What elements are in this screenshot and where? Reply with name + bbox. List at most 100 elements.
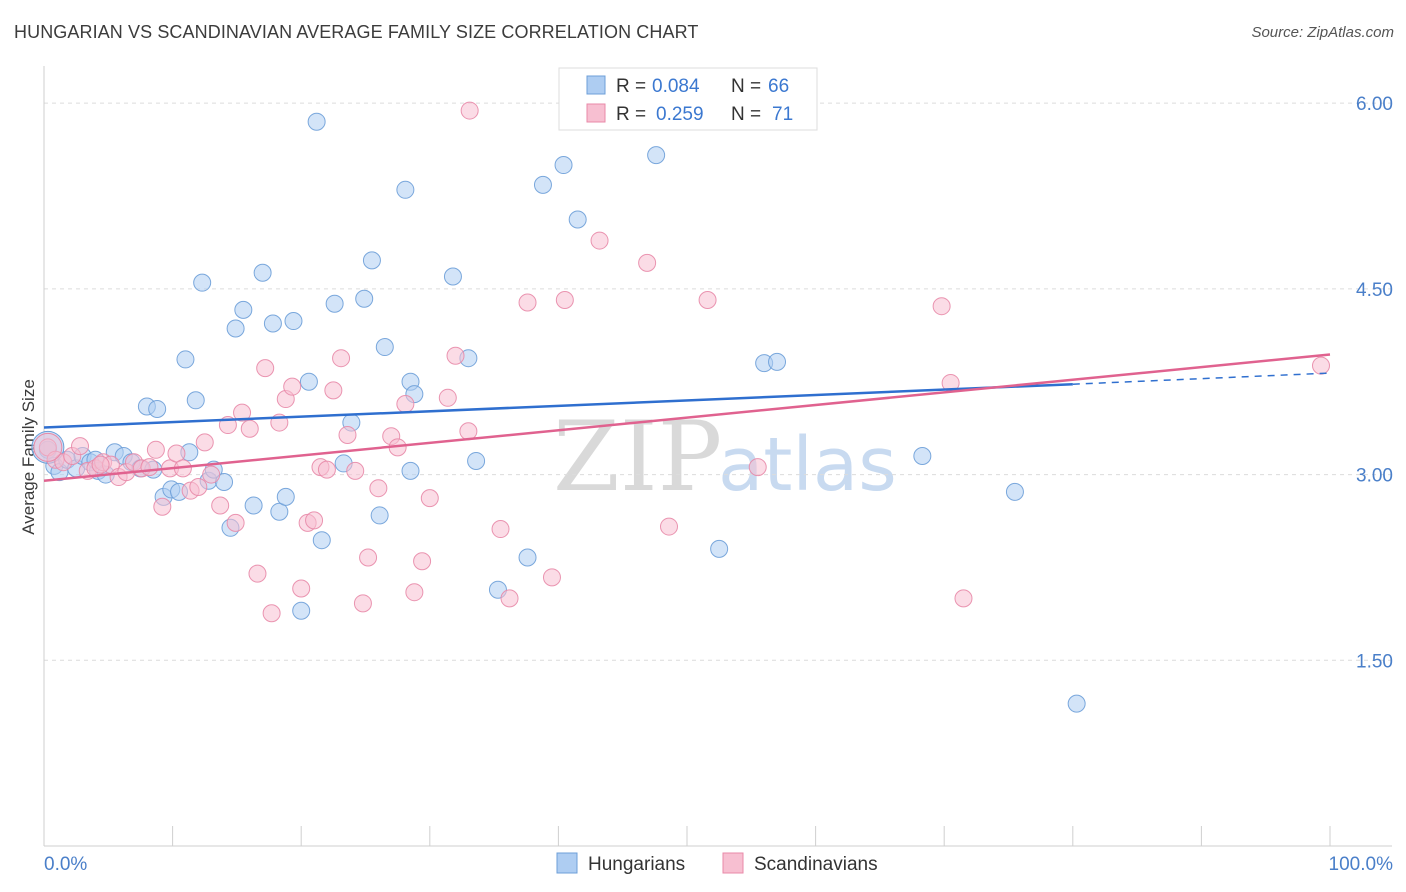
hungarians-point [284, 312, 303, 331]
bottom-legend-swatch-scandinavians [722, 852, 744, 874]
scandinavians-point [292, 579, 311, 598]
scandinavians-point [405, 583, 424, 602]
hungarians-point [370, 506, 389, 525]
hungarians-point [1067, 694, 1086, 713]
watermark-atlas: atlas [718, 422, 897, 508]
hungarians-point [533, 175, 552, 194]
scandinavians-point [555, 291, 574, 309]
scandinavians-point [211, 496, 230, 515]
hungarians-point [554, 156, 573, 175]
scandinavians-point [153, 497, 172, 516]
hungarians-point [396, 180, 415, 199]
scandinavians-point [698, 291, 717, 309]
scandinavians-point [233, 403, 252, 422]
scandinavians-point [460, 101, 479, 120]
scandinavians-point [369, 479, 388, 498]
hungarians-point [710, 539, 729, 558]
hungarians-point [193, 273, 212, 292]
bottom-legend-swatch-hungarians [556, 852, 578, 874]
scandinavians-point [146, 440, 165, 459]
scandinavians-point [195, 433, 214, 452]
legend-r-value-hungarians: 0.084 [652, 76, 700, 97]
hungarians-point [375, 338, 394, 357]
y-tick-label: 1.50 [1356, 651, 1393, 672]
scandinavians-point [353, 594, 372, 613]
scandinavians-point [202, 465, 221, 484]
scandinavians-point [71, 437, 90, 456]
scandinavians-point [167, 444, 186, 463]
legend-swatch-scandinavians [586, 103, 606, 123]
watermark-zip: ZIP [553, 401, 722, 513]
scandinavians-point [262, 604, 281, 623]
bottom-legend-label-scandinavians: Scandinavians [754, 854, 878, 875]
legend-swatch-hungarians [586, 75, 606, 95]
scandinavians-point [317, 460, 336, 479]
scandinavians-point [256, 359, 275, 378]
hungarians-point [307, 112, 326, 131]
legend-r-value-scandinavians: 0.259 [656, 104, 704, 125]
x-tick-label-end: 100.0% [1329, 854, 1394, 875]
scandinavians-point [459, 422, 478, 441]
hungarians-point [253, 263, 272, 282]
x-tick-label-start: 0.0% [44, 854, 87, 875]
scandinavians-point [542, 568, 561, 587]
legend-r-label-scandinavians: R = [616, 104, 646, 125]
series-legend: Hungarians Scandinavians [556, 852, 878, 875]
hungarians-point [276, 487, 295, 506]
hungarians-point [568, 210, 587, 229]
hungarians-point [443, 267, 462, 286]
source-credit: Source: ZipAtlas.com [1251, 24, 1394, 41]
scandinavians-point [1311, 356, 1330, 375]
hungarians-point [244, 496, 263, 515]
hungarians-point [226, 319, 245, 338]
scandinavians-point [748, 458, 767, 477]
hungarians-point [299, 372, 318, 391]
scandinavians-point [189, 477, 208, 496]
scandinavians-point [518, 293, 537, 312]
y-axis-tick-labels: 1.50 3.00 4.50 6.00 [1356, 94, 1393, 672]
hungarians-point [1005, 482, 1024, 501]
hungarians-point [186, 391, 205, 410]
y-tick-label: 6.00 [1356, 94, 1393, 115]
hungarians-point [913, 447, 932, 465]
scandinavians-point [140, 458, 159, 477]
scandinavians-point [954, 589, 973, 608]
bottom-legend-label-hungarians: Hungarians [588, 854, 685, 875]
scandinavians-point [413, 552, 432, 571]
legend-n-label-hungarians: N = [731, 76, 761, 97]
scandinavians-point [346, 461, 365, 480]
scandinavians-point [283, 377, 302, 396]
scandinavians-point [932, 297, 951, 316]
hungarians-point [292, 601, 311, 620]
hungarians-trend-line [43, 382, 1073, 429]
scandinavians-point [240, 419, 259, 438]
hungarians-point [467, 451, 486, 470]
hungarians-point [362, 251, 381, 270]
hungarians-point [325, 294, 344, 313]
scandinavians-point [91, 455, 110, 474]
hungarians-point [312, 531, 331, 550]
scandinavians-point [396, 395, 415, 413]
scandinavians-point-large [33, 432, 63, 462]
hungarians-point [647, 146, 666, 165]
legend-n-value-hungarians: 66 [768, 76, 789, 97]
scandinavians-point [332, 349, 351, 368]
x-axis-ticks [43, 826, 1331, 846]
chart-title: HUNGARIAN VS SCANDINAVIAN AVERAGE FAMILY… [14, 22, 699, 42]
hungarians-point [148, 399, 167, 418]
scandinavians-point [359, 548, 378, 567]
hungarians-point [355, 289, 374, 308]
scandinavians-point [659, 517, 678, 536]
scandinavians-point [438, 388, 457, 407]
y-tick-label: 4.50 [1356, 280, 1393, 301]
legend-n-label-scandinavians: N = [731, 104, 761, 125]
hungarians-trend-extension [1072, 372, 1331, 385]
scandinavians-point [226, 513, 245, 532]
scandinavians-trend-line [43, 353, 1331, 483]
hungarians-point [270, 502, 289, 521]
scandinavians-point [500, 589, 519, 608]
scandinavians-point [590, 231, 609, 250]
scandinavians-point [446, 346, 465, 365]
y-tick-label: 3.00 [1356, 466, 1393, 487]
